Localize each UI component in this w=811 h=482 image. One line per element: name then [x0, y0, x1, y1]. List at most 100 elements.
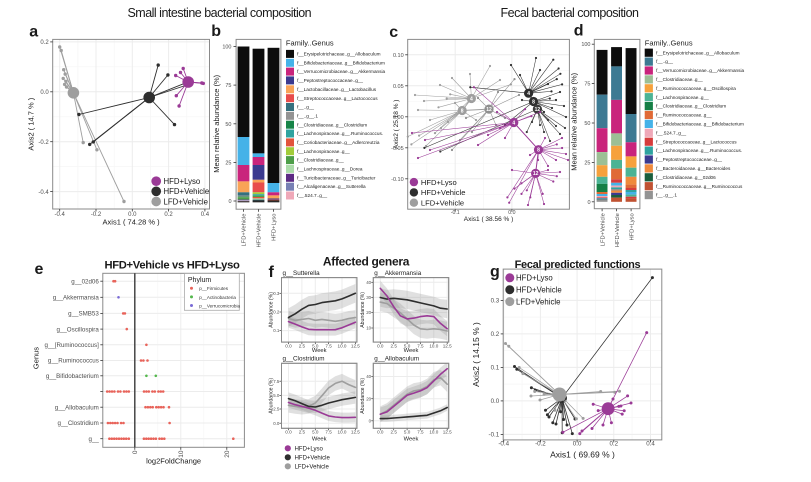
- svg-text:p__Verrucomicrobia: p__Verrucomicrobia: [199, 303, 240, 308]
- svg-text:g__Clostridium: g__Clostridium: [283, 356, 325, 363]
- svg-text:g__Oscillospira: g__Oscillospira: [56, 326, 99, 333]
- svg-text:Axis1 ( 69.69 % ): Axis1 ( 69.69 % ): [550, 450, 615, 460]
- svg-text:0.1: 0.1: [491, 365, 500, 372]
- svg-text:0.2: 0.2: [273, 310, 280, 315]
- svg-text:Mean relative abundance (%): Mean relative abundance (%): [570, 72, 579, 170]
- svg-text:7.5: 7.5: [417, 430, 424, 435]
- svg-text:0.0: 0.0: [491, 398, 500, 405]
- svg-text:f__Bifidobacteriaceae..g__Bifi: f__Bifidobacteriaceae..g__Bifidobacteriu…: [297, 60, 385, 65]
- svg-text:-0.1: -0.1: [451, 210, 460, 216]
- svg-text:a: a: [29, 24, 38, 41]
- svg-text:f__..g__.1: f__..g__.1: [297, 113, 318, 118]
- svg-text:75: 75: [584, 82, 590, 88]
- svg-text:40: 40: [366, 280, 371, 285]
- svg-text:Abundance (%): Abundance (%): [360, 378, 366, 414]
- svg-text:0: 0: [228, 199, 231, 205]
- svg-text:12.5: 12.5: [351, 430, 360, 435]
- svg-text:HFD+Vehicle: HFD+Vehicle: [164, 187, 210, 196]
- svg-text:f__Turicibacteraceae..g__Turic: f__Turicibacteraceae..g__Turicibacter: [297, 175, 376, 180]
- svg-text:g__Clostridium: g__Clostridium: [58, 420, 99, 427]
- svg-text:0.2: 0.2: [164, 212, 173, 218]
- svg-text:0.2: 0.2: [40, 40, 49, 46]
- svg-text:f__Clostridiaceae..g__02d06: f__Clostridiaceae..g__02d06: [656, 175, 716, 180]
- svg-text:f: f: [269, 264, 275, 281]
- svg-text:f__Peptostreptococcaceae..g__: f__Peptostreptococcaceae..g__: [656, 157, 722, 162]
- svg-text:12: 12: [533, 171, 539, 177]
- svg-text:0.3: 0.3: [491, 298, 500, 305]
- svg-text:f__Ruminococcaceae..g__: f__Ruminococcaceae..g__: [656, 113, 712, 118]
- svg-text:f__Streptococcaceae..g__Lactoc: f__Streptococcaceae..g__Lactococcus: [656, 139, 737, 144]
- svg-text:g__[Ruminococcus]: g__[Ruminococcus]: [44, 342, 99, 349]
- svg-text:100: 100: [581, 42, 590, 48]
- svg-text:f__Lactobacillaceae..g__Lactob: f__Lactobacillaceae..g__Lactobacillus: [297, 87, 377, 92]
- svg-text:10.0: 10.0: [429, 430, 438, 435]
- svg-text:20: 20: [224, 450, 231, 458]
- svg-text:50: 50: [584, 121, 590, 127]
- svg-text:e: e: [35, 261, 44, 278]
- svg-text:LFD+Vehicle: LFD+Vehicle: [516, 297, 560, 306]
- svg-text:0.4: 0.4: [646, 441, 655, 448]
- svg-text:-0.05: -0.05: [391, 146, 404, 152]
- svg-text:LFD+Vehicle: LFD+Vehicle: [600, 213, 606, 246]
- svg-text:HFD+Vehicle: HFD+Vehicle: [421, 188, 466, 197]
- svg-text:f__..g__: f__..g__: [297, 105, 314, 110]
- svg-text:HFD+Lyso: HFD+Lyso: [272, 214, 278, 241]
- svg-text:10.0: 10.0: [338, 430, 347, 435]
- svg-text:g__Allobaculum: g__Allobaculum: [55, 404, 99, 411]
- svg-text:f__Erysipelotrichaceae..g__All: f__Erysipelotrichaceae..g__Allobaculum: [297, 52, 380, 57]
- svg-text:0.0: 0.0: [273, 421, 280, 426]
- svg-text:LFD+Vehicle: LFD+Vehicle: [295, 465, 330, 471]
- svg-text:f__Clostridiaceae..g__Clostrid: f__Clostridiaceae..g__Clostridium: [656, 104, 726, 109]
- svg-text:LFD+Vehicle: LFD+Vehicle: [164, 197, 208, 206]
- svg-text:HFD+Vehicle vs HFD+Lyso: HFD+Vehicle vs HFD+Lyso: [104, 260, 240, 272]
- svg-text:30: 30: [366, 295, 371, 300]
- svg-text:f__Ruminococcaceae..g__Ruminoc: f__Ruminococcaceae..g__Ruminococcus: [656, 184, 743, 189]
- svg-text:12: 12: [486, 107, 492, 113]
- svg-text:0.0: 0.0: [573, 441, 582, 448]
- svg-text:75: 75: [225, 83, 231, 89]
- svg-text:0.00: 0.00: [393, 115, 404, 121]
- svg-text:g__02d06: g__02d06: [71, 278, 99, 285]
- svg-text:0.10: 0.10: [393, 53, 404, 59]
- svg-text:20: 20: [366, 396, 371, 401]
- svg-text:-0.2: -0.2: [535, 441, 546, 448]
- svg-text:f__Clostridiaceae..g__: f__Clostridiaceae..g__: [297, 158, 344, 163]
- svg-text:-0.2: -0.2: [91, 212, 102, 218]
- svg-text:Week: Week: [312, 436, 327, 442]
- svg-text:0.1: 0.1: [273, 328, 280, 333]
- svg-text:f__.524.7..g__: f__.524.7..g__: [656, 130, 686, 135]
- svg-text:Affected genera: Affected genera: [323, 255, 410, 269]
- svg-text:8: 8: [532, 99, 535, 105]
- svg-text:Week: Week: [404, 436, 419, 442]
- svg-text:f__..g__: f__..g__: [656, 59, 673, 64]
- svg-text:g__Allobaculum: g__Allobaculum: [374, 356, 419, 363]
- svg-text:5.0: 5.0: [312, 430, 319, 435]
- svg-text:10: 10: [178, 450, 185, 458]
- svg-text:8: 8: [537, 148, 540, 154]
- svg-text:7.5: 7.5: [325, 430, 332, 435]
- svg-text:2.5: 2.5: [391, 430, 398, 435]
- svg-text:f__Peptostreptococcaceae..g__: f__Peptostreptococcaceae..g__: [297, 78, 363, 83]
- svg-text:5.0: 5.0: [312, 343, 319, 348]
- svg-text:0.2: 0.2: [491, 331, 500, 338]
- svg-text:f__Bifidobacteriaceae..g__Bifi: f__Bifidobacteriaceae..g__Bifidobacteriu…: [656, 122, 744, 127]
- svg-text:f__Lachnospiraceae..g__Dorea: f__Lachnospiraceae..g__Dorea: [297, 167, 363, 172]
- svg-text:LFD+Vehicle: LFD+Vehicle: [242, 214, 248, 247]
- svg-text:g: g: [490, 264, 500, 281]
- svg-text:Abundance (%): Abundance (%): [268, 292, 274, 328]
- svg-text:Week: Week: [404, 348, 419, 354]
- svg-text:g__Bifidobacterium: g__Bifidobacterium: [46, 373, 99, 380]
- svg-text:p__Actinobacteria: p__Actinobacteria: [199, 295, 236, 300]
- svg-text:f__Coriobacteriaceae..g__Adler: f__Coriobacteriaceae..g__Adlercreutzia: [297, 140, 380, 145]
- svg-text:f__Clostridiaceae..g__Clostrid: f__Clostridiaceae..g__Clostridium: [297, 122, 367, 127]
- svg-text:Axis1 ( 74.28 % ): Axis1 ( 74.28 % ): [103, 218, 161, 227]
- svg-text:f__Verrucomicrobiaceae..g__Akk: f__Verrucomicrobiaceae..g__Akkermansia: [297, 69, 385, 74]
- svg-text:Axis2 ( 25.18 % ): Axis2 ( 25.18 % ): [393, 100, 400, 150]
- svg-text:2.5: 2.5: [391, 343, 398, 348]
- svg-text:12.5: 12.5: [351, 343, 360, 348]
- svg-text:f__Lachnospiraceae..g__: f__Lachnospiraceae..g__: [656, 95, 709, 100]
- svg-text:Axis2 ( 14.15 % ): Axis2 ( 14.15 % ): [471, 322, 481, 387]
- svg-text:c: c: [389, 24, 398, 41]
- svg-text:12.5: 12.5: [443, 430, 452, 435]
- svg-text:HFD+Lyso: HFD+Lyso: [421, 178, 457, 187]
